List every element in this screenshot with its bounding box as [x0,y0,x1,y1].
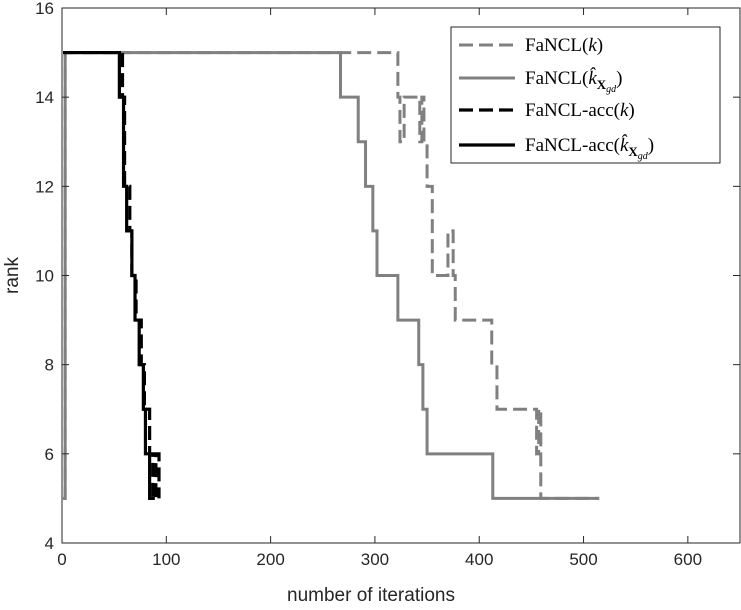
y-tick-label: 6 [45,445,54,464]
x-tick-label: 100 [152,550,180,569]
y-tick-label: 16 [35,0,54,18]
series-layer [63,50,600,501]
series-line-1 [63,51,600,500]
legend-label-3: FaNCL-acc(k) [525,100,635,121]
y-axis-label: rank [2,257,23,294]
y-tick-label: 4 [45,534,54,553]
legend-box [450,26,721,164]
x-tick-label: 200 [256,550,284,569]
x-tick-label: 600 [674,550,702,569]
legend-label-4: FaNCL-acc(k̂Xgd) [525,134,654,162]
y-tick-label: 8 [45,356,54,375]
x-axis-label: number of iterations [287,585,455,605]
series-line-2 [63,51,600,500]
series-line-4 [63,50,155,501]
y-tick-label: 10 [35,267,54,286]
legend-label-2: FaNCL(k̂Xgd) [525,67,622,95]
x-tick-label: 400 [465,550,493,569]
x-tick-label: 300 [361,550,389,569]
y-tick-label: 12 [35,177,54,196]
x-tick-label: 0 [57,550,66,569]
y-tick-label: 14 [35,88,54,107]
x-tick-label: 500 [569,550,597,569]
legend-label-1: FaNCL(k) [525,35,603,56]
legend: FaNCL(k) FaNCL(k̂Xgd) FaNCL-acc(k) FaNCL-ac… [450,26,721,164]
